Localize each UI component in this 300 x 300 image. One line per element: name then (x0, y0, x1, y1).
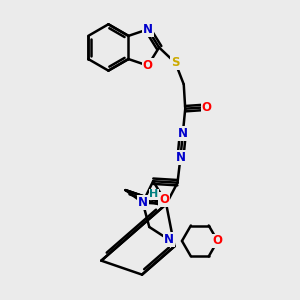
Text: S: S (171, 56, 180, 69)
Text: O: O (213, 235, 223, 248)
Text: N: N (138, 196, 148, 209)
Text: N: N (143, 23, 153, 36)
Text: N: N (176, 151, 185, 164)
Text: O: O (202, 101, 212, 114)
Text: N: N (178, 127, 188, 140)
Text: O: O (143, 59, 153, 72)
Text: H: H (149, 189, 159, 199)
Text: O: O (159, 193, 170, 206)
Text: N: N (164, 233, 174, 246)
